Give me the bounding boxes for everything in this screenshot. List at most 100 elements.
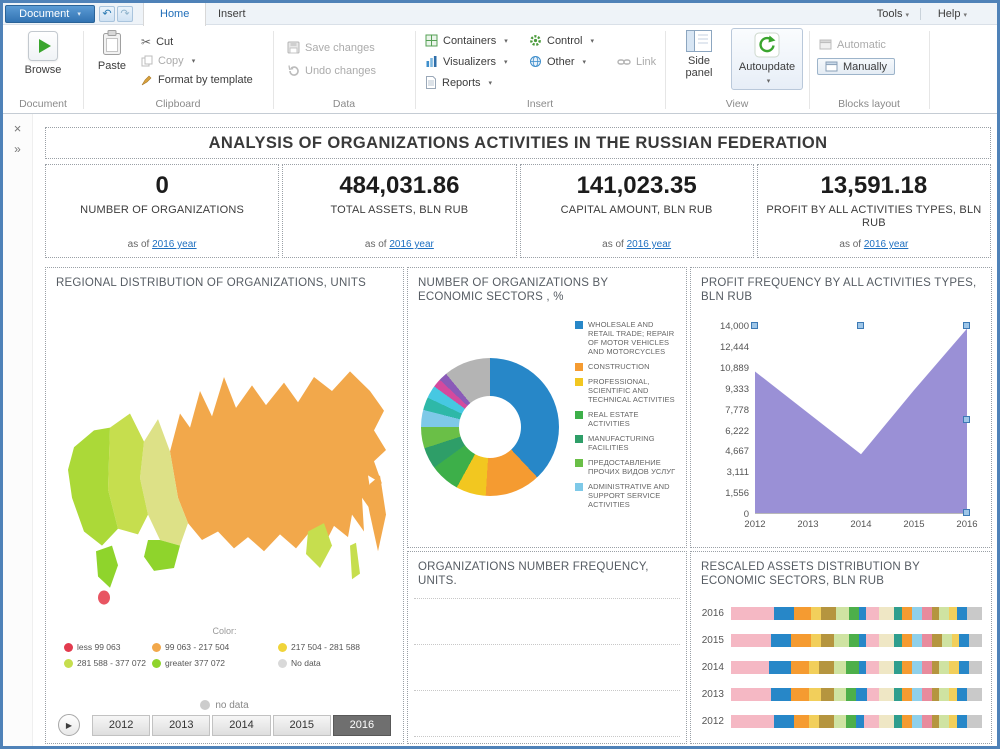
bar-segment xyxy=(879,688,895,701)
bar-segment xyxy=(791,661,809,674)
tools-menu[interactable]: Tools ▾ xyxy=(876,8,909,20)
stacked-panel-title: RESCALED ASSETS DISTRIBUTION BY ECONOMIC… xyxy=(701,561,920,587)
legend-text: 99 063 - 217 504 xyxy=(165,642,230,652)
chevron-down-icon: ▾ xyxy=(77,11,81,18)
undo-button[interactable]: ↶ xyxy=(99,6,115,22)
y-axis-tick: 7,778 xyxy=(725,404,749,416)
legend-swatch xyxy=(575,378,583,386)
redo-button[interactable]: ↷ xyxy=(117,6,133,22)
control-button[interactable]: Control ▾ xyxy=(529,32,594,49)
map-color-label: Color: xyxy=(212,626,237,636)
copy-icon xyxy=(141,55,153,66)
area-chart[interactable] xyxy=(755,326,967,514)
year-button-2014[interactable]: 2014 xyxy=(212,714,271,736)
bar-segment xyxy=(731,715,774,728)
document-menu-button[interactable]: Document ▾ xyxy=(5,5,95,23)
stacked-bar[interactable] xyxy=(731,661,982,674)
selection-handle[interactable] xyxy=(963,322,970,329)
map-region-alert[interactable] xyxy=(98,590,110,605)
help-menu[interactable]: Help ▾ xyxy=(937,8,967,20)
kpi-label: CAPITAL AMOUNT, BLN RUB xyxy=(560,204,713,216)
frequency-panel: ORGANIZATIONS NUMBER FREQUENCY, UNITS. xyxy=(407,551,687,744)
bar-segment xyxy=(931,634,942,647)
automatic-button[interactable]: Automatic xyxy=(819,36,886,53)
selection-handle[interactable] xyxy=(963,509,970,516)
manually-button[interactable]: Manually xyxy=(817,58,896,75)
selection-handle[interactable] xyxy=(963,416,970,423)
donut-panel-title: NUMBER OF ORGANIZATIONS BY ECONOMIC SECT… xyxy=(418,277,609,303)
map-region-far-west[interactable] xyxy=(68,427,118,546)
undo-changes-button[interactable]: Undo changes xyxy=(287,62,376,79)
bar-segment xyxy=(833,688,847,701)
kpi-year-link[interactable]: 2016 year xyxy=(152,239,197,250)
link-button[interactable]: Link xyxy=(617,53,656,70)
kpi-year-link[interactable]: 2016 year xyxy=(626,239,672,250)
bar-segment xyxy=(858,634,867,647)
tab-insert[interactable]: Insert xyxy=(218,8,246,20)
copy-button[interactable]: Copy ▾ xyxy=(141,52,195,69)
reports-button[interactable]: Reports ▾ xyxy=(425,74,492,91)
close-icon[interactable]: × xyxy=(13,121,22,136)
bar-segment xyxy=(901,661,912,674)
stacked-bar[interactable] xyxy=(731,688,982,701)
year-button-2016[interactable]: 2016 xyxy=(332,714,392,736)
selection-handle[interactable] xyxy=(751,322,758,329)
map-legend-item: 281 588 - 377 072 xyxy=(64,658,152,668)
group-label-view: View xyxy=(725,98,749,110)
selection-handle[interactable] xyxy=(857,322,864,329)
frequency-panel-title: ORGANIZATIONS NUMBER FREQUENCY, UNITS. xyxy=(418,561,649,587)
placeholder-line xyxy=(414,598,680,599)
bar-segment xyxy=(949,688,957,701)
map-region-central[interactable] xyxy=(140,419,188,546)
map-region-west[interactable] xyxy=(108,413,148,535)
autoupdate-button[interactable]: Autoupdate ▾ xyxy=(731,28,803,90)
donut-chart[interactable] xyxy=(421,358,559,496)
year-button-2013[interactable]: 2013 xyxy=(152,714,211,736)
bar-segment xyxy=(846,688,857,701)
stacked-bar[interactable] xyxy=(731,607,982,620)
russia-map[interactable] xyxy=(52,318,399,613)
map-region-southwest[interactable] xyxy=(96,545,118,588)
map-region-kamchatka[interactable] xyxy=(366,475,386,552)
bar-segment xyxy=(731,607,774,620)
cut-button[interactable]: ✂ Cut xyxy=(141,34,174,49)
map-region-east[interactable] xyxy=(170,371,386,552)
legend-swatch xyxy=(575,363,583,371)
browse-button[interactable]: Browse xyxy=(15,31,71,76)
bar-segment xyxy=(894,634,902,647)
ribbon: Browse Document Paste ✂ Cut Copy ▾ Format … xyxy=(3,25,997,114)
bar-segment xyxy=(969,661,982,674)
bar-segment xyxy=(821,688,834,701)
tab-home[interactable]: Home xyxy=(143,3,207,26)
legend-text: No data xyxy=(291,658,321,668)
stacked-bar[interactable] xyxy=(731,634,982,647)
bar-segment xyxy=(818,715,834,728)
format-by-template-button[interactable]: Format by template xyxy=(141,71,253,88)
year-button-2012[interactable]: 2012 xyxy=(92,714,151,736)
map-panel: REGIONAL DISTRIBUTION OF ORGANIZATIONS, … xyxy=(45,267,404,744)
kpi-year-link[interactable]: 2016 year xyxy=(389,239,434,250)
map-region-primorye[interactable] xyxy=(306,523,332,569)
kpi-asof: as of 2016 year xyxy=(128,239,197,250)
legend-dot xyxy=(64,658,73,668)
bar-segment xyxy=(856,715,864,728)
document-menu-label: Document xyxy=(19,8,70,20)
stacked-bar[interactable] xyxy=(731,715,982,728)
expand-icon[interactable]: » xyxy=(14,142,21,156)
kpi-year-link[interactable]: 2016 year xyxy=(863,239,909,250)
side-panel-button[interactable]: Side panel xyxy=(675,30,723,79)
paste-button[interactable]: Paste xyxy=(89,30,135,72)
bar-segment xyxy=(846,715,857,728)
map-region-south[interactable] xyxy=(144,539,180,571)
containers-button[interactable]: Containers ▾ xyxy=(425,32,508,49)
legend-dot xyxy=(278,642,287,652)
play-button[interactable]: ▶ xyxy=(58,714,80,736)
map-region-sakhalin[interactable] xyxy=(350,542,360,580)
chevron-down-icon: ▾ xyxy=(590,37,594,45)
other-button[interactable]: Other ▾ xyxy=(529,53,586,70)
visualizers-button[interactable]: Visualizers ▾ xyxy=(425,53,508,70)
y-axis-tick: 10,889 xyxy=(719,362,749,374)
year-button-2015[interactable]: 2015 xyxy=(272,714,331,736)
bar-segment xyxy=(793,607,812,620)
save-changes-button[interactable]: Save changes xyxy=(287,39,375,56)
